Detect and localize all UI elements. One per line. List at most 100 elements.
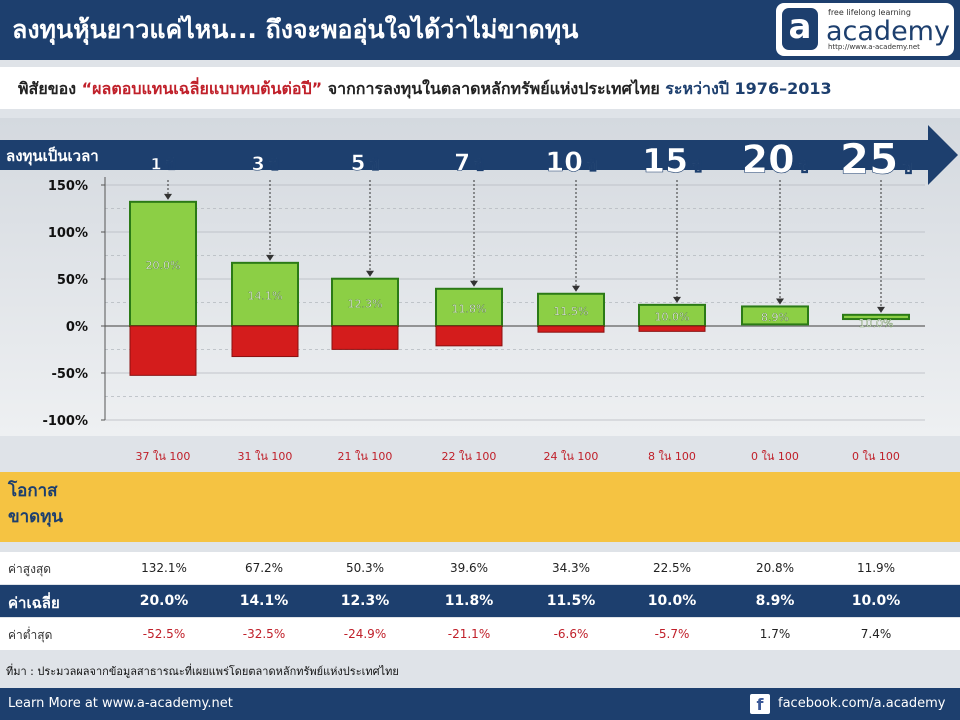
avg-cell: 10.0% (851, 593, 901, 609)
avg-label: 10.0% (655, 310, 690, 323)
leader-arrow (366, 270, 374, 277)
avg-label: 20.0% (146, 259, 181, 272)
page-title: ลงทุนหุ้นยาวแค่ไหน... ถึงจะพออุ่นใจได้ว่… (12, 15, 579, 44)
bar-gain (231, 261, 299, 327)
max-cell: 132.1% (141, 561, 187, 575)
horizon-category: 5 ปี (351, 151, 379, 175)
avg-row: ค่าเฉลี่ย 20.0% 14.1% 12.3% 11.8% 11.5% … (0, 585, 960, 617)
bar-gain (741, 305, 809, 326)
loss-chance-strip (0, 472, 960, 542)
avg-label: 10.0% (859, 317, 894, 330)
loss-chance-text: 22 ใน 100 (442, 450, 497, 463)
y-tick-label: -50% (51, 367, 88, 382)
max-cell: 22.5% (652, 561, 692, 575)
subtitle: พิสัยของ “ผลตอบแทนเฉลี่ยแบบทบต้นต่อปี” จ… (18, 77, 832, 102)
avg-cell: 10.0% (647, 593, 697, 609)
max-cell: 50.3% (345, 561, 385, 575)
facebook-link[interactable]: facebook.com/a.academy (778, 696, 946, 711)
loss-chance-text: 21 ใน 100 (338, 450, 393, 463)
logo-tagline: free lifelong learning (828, 8, 911, 17)
source-note: ที่มา : ประมวลผลจากข้อมูลสาธารณะที่เผยแพ… (6, 665, 399, 678)
min-cell: -6.6% (553, 627, 589, 641)
bar-loss (638, 325, 706, 332)
avg-label: 11.5% (554, 305, 589, 318)
horizon-category: 10 ปี (545, 147, 596, 178)
loss-chance-label: โอกาส ขาดทุน (8, 481, 64, 527)
bar-loss (331, 325, 399, 350)
min-cell: -32.5% (242, 627, 286, 641)
avg-label: 14.1% (248, 289, 283, 302)
horizon-category: 1 ปี (151, 154, 176, 173)
horizon-category: 15 ปี (642, 141, 702, 180)
horizon-label: ลงทุนเป็นเวลา (6, 146, 99, 166)
bar-loss (435, 325, 503, 347)
logo-name: academy (826, 16, 950, 47)
avg-label: 8.9% (761, 311, 789, 324)
y-tick-label: 150% (48, 179, 88, 194)
website-link[interactable]: Learn More at www.a-academy.net (8, 696, 233, 711)
subtitle-period: ระหว่างปี 1976–2013 (665, 79, 832, 98)
max-cell: 67.2% (244, 561, 284, 575)
horizon-arrow (0, 125, 958, 185)
academy-logo[interactable]: a free lifelong learning academy http://… (776, 3, 954, 56)
y-tick-label: -100% (42, 414, 88, 429)
bar-loss (129, 325, 197, 376)
subtitle-highlight: “ผลตอบแทนเฉลี่ยแบบทบต้นต่อปี” (81, 79, 323, 98)
max-row: ค่าสูงสุด 132.1% 67.2% 50.3% 39.6% 34.3%… (0, 552, 960, 584)
loss-chance-text: 0 ใน 100 (852, 450, 900, 463)
avg-cell: 11.5% (546, 593, 596, 609)
min-cell: 7.4% (860, 627, 892, 641)
horizon-category: 7 ปี (454, 150, 484, 176)
footer-bar: Learn More at www.a-academy.net f facebo… (0, 688, 960, 720)
min-row: ค่าต่ำสุด -52.5% -32.5% -24.9% -21.1% -6… (0, 618, 960, 650)
leader-arrow (776, 298, 784, 305)
min-cell: -24.9% (343, 627, 387, 641)
min-cell: -5.7% (654, 627, 690, 641)
bar-loss (231, 325, 299, 358)
avg-label: ค่าเฉลี่ย (8, 594, 60, 612)
subtitle-prefix: พิสัยของ (18, 79, 82, 98)
avg-cell: 20.0% (139, 593, 189, 609)
logo-url: http://www.a-academy.net (828, 43, 920, 51)
logo-letter: a (782, 8, 818, 50)
max-cell: 34.3% (551, 561, 591, 575)
facebook-icon[interactable]: f (750, 694, 770, 714)
min-cell: -52.5% (142, 627, 186, 641)
min-label: ค่าต่ำสุด (8, 628, 53, 642)
bar-gain (842, 313, 910, 321)
min-cell: 1.7% (759, 627, 791, 641)
avg-cell: 14.1% (239, 593, 289, 609)
avg-cell: 11.8% (444, 593, 494, 609)
min-cell: -21.1% (447, 627, 491, 641)
max-label: ค่าสูงสุด (8, 562, 52, 576)
loss-chance-text: 31 ใน 100 (238, 450, 293, 463)
horizon-category: 3 ปี (252, 153, 279, 175)
max-cell: 39.6% (449, 561, 489, 575)
loss-chance-text: 37 ใน 100 (136, 450, 191, 463)
subtitle-middle: จากการลงทุนในตลาดหลักทรัพย์แห่งประเทศไทย (322, 79, 666, 98)
y-tick-label: 0% (66, 320, 88, 335)
leader-arrow (164, 193, 172, 200)
bar-gain (331, 277, 399, 327)
leader-arrow (572, 285, 580, 292)
horizon-category: 20 ปี (742, 138, 809, 182)
leader-arrow (673, 296, 681, 303)
leader-arrow (266, 254, 274, 261)
loss-chance-text: 0 ใน 100 (751, 450, 799, 463)
avg-label: 12.3% (348, 297, 383, 310)
avg-cell: 8.9% (755, 593, 795, 609)
y-tick-label: 50% (57, 273, 88, 288)
avg-label: 11.8% (452, 302, 487, 315)
bar-gain (435, 287, 503, 327)
leader-arrow (470, 280, 478, 287)
loss-chance-text: 24 ใน 100 (544, 450, 599, 463)
header-bar: ลงทุนหุ้นยาวแค่ไหน... ถึงจะพออุ่นใจได้ว่… (0, 0, 960, 60)
horizon-category: 25 ปี (840, 134, 912, 183)
loss-chance-text: 8 ใน 100 (648, 450, 696, 463)
bar-loss (537, 325, 605, 333)
y-tick-label: 100% (48, 226, 88, 241)
max-cell: 11.9% (856, 561, 896, 575)
avg-cell: 12.3% (340, 593, 390, 609)
subtitle-box: พิสัยของ “ผลตอบแทนเฉลี่ยแบบทบต้นต่อปี” จ… (0, 67, 960, 109)
max-cell: 20.8% (755, 561, 795, 575)
